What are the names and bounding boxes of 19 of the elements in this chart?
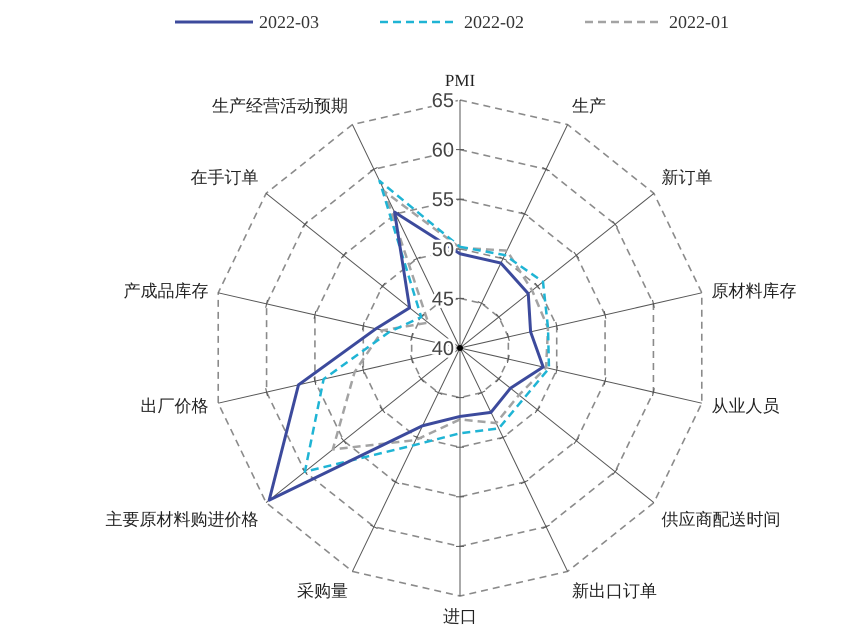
y-tick-label: 60: [432, 140, 454, 162]
spoke-label: 新订单: [662, 168, 713, 188]
legend-label: 2022-03: [259, 12, 319, 32]
spoke-label: 从业人员: [711, 396, 780, 416]
spoke-label: 原材料库存: [711, 282, 796, 301]
spoke-label: 生产: [572, 96, 606, 116]
legend-label: 2022-02: [464, 12, 524, 32]
spoke-label: 新出口订单: [572, 581, 657, 600]
spoke-label: 采购量: [297, 581, 348, 600]
spoke-label: 出厂价格: [140, 396, 209, 416]
spoke-label: PMI: [444, 71, 476, 90]
spoke-label: 在手订单: [190, 168, 258, 188]
spoke-label: 主要原材料购进价格: [105, 510, 258, 529]
spoke-label: 进口: [443, 606, 477, 626]
spoke-label: 生产经营活动预期: [212, 96, 348, 116]
y-tick-label: 65: [432, 90, 454, 112]
spoke-label: 供应商配送时间: [662, 510, 781, 529]
legend-label: 2022-01: [669, 12, 729, 32]
spoke-label: 产成品库存: [124, 282, 209, 301]
